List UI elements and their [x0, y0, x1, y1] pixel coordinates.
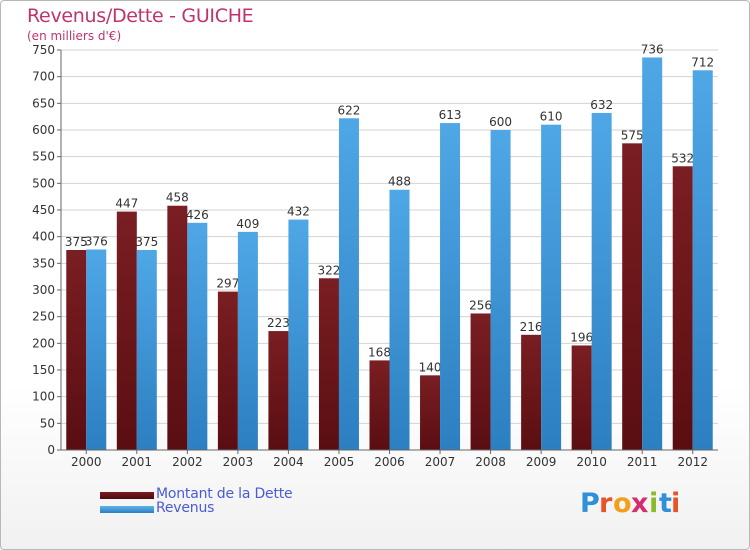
bar-revenus: [389, 189, 410, 450]
data-label-revenus: 613: [439, 108, 462, 122]
data-label-dette: 297: [216, 277, 239, 291]
data-label-revenus: 426: [186, 208, 209, 222]
data-label-revenus: 488: [388, 175, 411, 189]
y-tick-label: 500: [32, 176, 55, 190]
data-label-dette: 375: [65, 235, 88, 249]
bar-revenus: [591, 112, 612, 450]
x-tick-label: 2000: [71, 455, 102, 469]
data-label-revenus: 375: [135, 235, 158, 249]
y-tick-label: 200: [32, 336, 55, 350]
y-tick-label: 600: [32, 123, 55, 137]
bar-revenus: [642, 57, 663, 450]
x-tick-label: 2012: [677, 455, 708, 469]
x-tick-label: 2002: [172, 455, 203, 469]
data-label-dette: 216: [520, 320, 543, 334]
bar-revenus: [136, 250, 157, 450]
bar-revenus: [440, 123, 461, 451]
bar-dette: [420, 375, 441, 450]
y-tick-label: 400: [32, 230, 55, 244]
data-label-dette: 322: [318, 263, 341, 277]
y-tick-label: 0: [47, 443, 55, 457]
data-label-revenus: 632: [590, 98, 613, 112]
data-label-dette: 447: [115, 197, 138, 211]
y-tick-label: 50: [40, 416, 55, 430]
data-label-revenus: 600: [489, 115, 512, 129]
data-label-revenus: 409: [236, 217, 259, 231]
data-label-dette: 140: [419, 360, 442, 374]
bar-dette: [66, 250, 87, 450]
x-tick-label: 2008: [475, 455, 506, 469]
bar-dette: [470, 313, 491, 450]
chart-title: Revenus/Dette - GUICHE: [27, 5, 254, 27]
legend-label-revenus: Revenus: [156, 500, 215, 516]
y-tick-label: 450: [32, 203, 55, 217]
data-label-revenus: 432: [287, 205, 310, 219]
bar-dette: [268, 331, 289, 450]
legend-swatch-revenus: [100, 506, 154, 513]
bar-dette: [672, 166, 693, 450]
x-tick-label: 2003: [223, 455, 254, 469]
x-tick-label: 2007: [425, 455, 456, 469]
y-tick-label: 650: [32, 96, 55, 110]
x-tick-label: 2010: [576, 455, 607, 469]
data-label-revenus: 712: [691, 55, 714, 69]
data-label-revenus: 376: [85, 234, 108, 248]
y-tick-label: 300: [32, 283, 55, 297]
data-label-dette: 196: [570, 330, 593, 344]
legend-label-dette: Montant de la Dette: [156, 486, 293, 502]
chart-subtitle: (en milliers d'€): [27, 29, 122, 43]
bar-dette: [521, 334, 542, 450]
bar-dette: [622, 143, 643, 451]
bar-dette: [116, 211, 137, 450]
bar-revenus: [338, 118, 359, 451]
y-tick-label: 700: [32, 70, 55, 84]
bar-revenus: [187, 222, 208, 450]
y-tick-label: 150: [32, 363, 55, 377]
data-label-dette: 458: [166, 191, 189, 205]
x-tick-label: 2001: [122, 455, 153, 469]
proxiti-logo: P r o x i t i: [580, 488, 681, 519]
y-tick-label: 750: [32, 43, 55, 57]
bar-revenus: [86, 249, 107, 450]
data-label-dette: 256: [469, 298, 492, 312]
x-tick-label: 2004: [273, 455, 304, 469]
data-label-revenus: 622: [338, 103, 361, 117]
data-label-revenus: 736: [641, 42, 664, 56]
y-tick-label: 350: [32, 256, 55, 270]
bar-dette: [369, 360, 390, 450]
x-tick-label: 2009: [526, 455, 557, 469]
data-label-dette: 575: [621, 128, 644, 142]
bar-dette: [217, 291, 238, 450]
x-tick-label: 2006: [374, 455, 405, 469]
y-tick-label: 550: [32, 150, 55, 164]
y-tick-label: 100: [32, 390, 55, 404]
data-label-dette: 168: [368, 345, 391, 359]
bar-revenus: [490, 130, 511, 450]
bar-dette: [167, 205, 188, 450]
bar-revenus: [288, 219, 309, 450]
legend-swatch-dette: [100, 492, 154, 499]
data-label-revenus: 610: [540, 110, 563, 124]
x-tick-label: 2005: [324, 455, 355, 469]
bar-revenus: [237, 231, 258, 450]
y-tick-label: 250: [32, 310, 55, 324]
bar-revenus: [692, 70, 713, 451]
bar-revenus: [541, 124, 562, 451]
bar-dette: [318, 278, 339, 450]
bar-dette: [571, 345, 592, 450]
data-label-dette: 223: [267, 316, 290, 330]
x-tick-label: 2011: [627, 455, 658, 469]
data-label-dette: 532: [671, 151, 694, 165]
